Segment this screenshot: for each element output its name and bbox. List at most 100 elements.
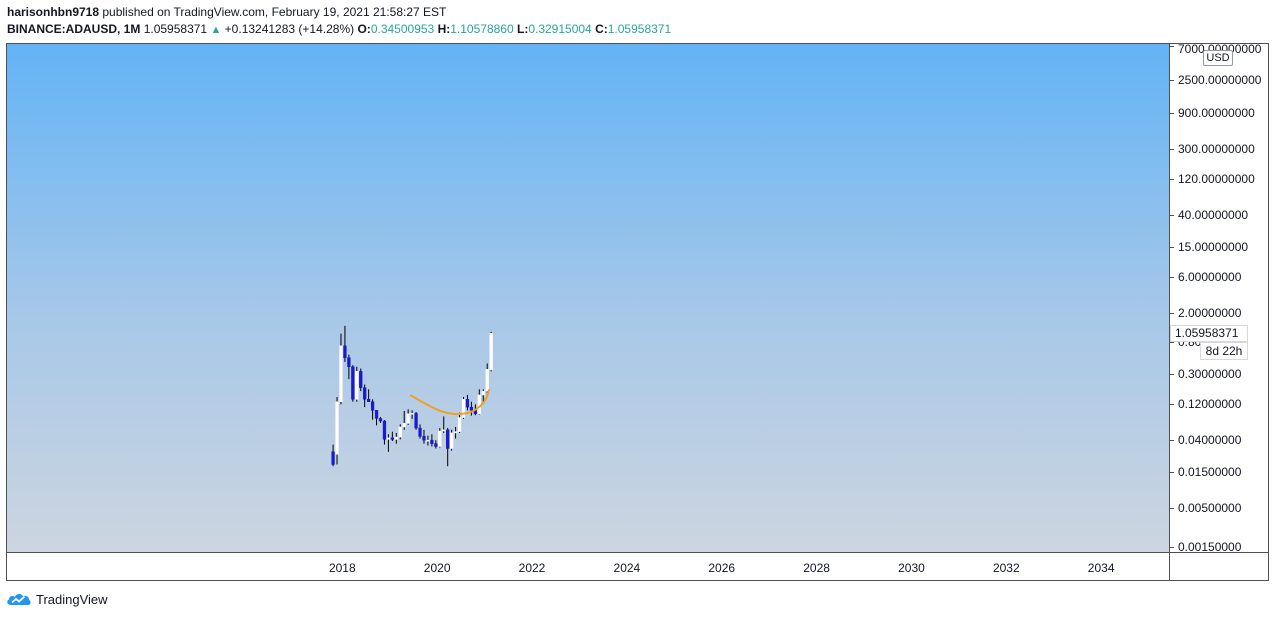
- publish-info: harisonhbn9718 published on TradingView.…: [7, 4, 671, 21]
- bar-countdown-label: 8d 22h: [1200, 342, 1248, 361]
- time-tick-label: 2032: [992, 561, 1020, 575]
- chart-pane[interactable]: [7, 44, 1169, 552]
- currency-badge[interactable]: USD: [1203, 50, 1233, 66]
- candle-body: [457, 417, 462, 432]
- published-text: published on TradingView.com, February 1…: [99, 5, 447, 19]
- candle-body: [430, 439, 434, 444]
- candle-body: [398, 426, 402, 438]
- price-tick-label: 120.00000000: [1178, 171, 1255, 186]
- symbol-label[interactable]: BINANCE:ADAUSD, 1M: [7, 22, 141, 36]
- last-price-label: 1.05958371: [1170, 325, 1248, 343]
- price-tick-mark: [1170, 342, 1174, 344]
- candle-body: [469, 406, 474, 411]
- time-axis[interactable]: 2018 2020 2022 2024 2026 2028 2030 2032 2034: [7, 552, 1268, 580]
- ohlc-legend: BINANCE:ADAUSD, 1M 1.05958371 ▲ +0.13241…: [7, 21, 671, 39]
- last-value: 1.05958371: [143, 22, 208, 36]
- candle-body: [465, 399, 470, 408]
- price-tick-mark: [1170, 472, 1174, 474]
- price-tick-mark: [1170, 508, 1174, 510]
- candle-body: [347, 357, 351, 367]
- time-tick-label: 2018: [328, 561, 356, 575]
- candle-body: [382, 420, 387, 440]
- time-tick-label: 2022: [518, 561, 546, 575]
- candle-body: [461, 399, 466, 418]
- open-value: 0.34500953: [370, 22, 435, 36]
- price-tick-label: 0.12000000: [1178, 397, 1242, 412]
- candle-body: [335, 401, 339, 455]
- price-tick-mark: [1170, 404, 1174, 406]
- price-tick-mark: [1170, 178, 1174, 180]
- author-name[interactable]: harisonhbn9718: [7, 5, 100, 19]
- price-tick-mark: [1170, 374, 1174, 376]
- candle-body: [370, 401, 375, 411]
- candle-body: [386, 437, 391, 440]
- candle-body: [410, 413, 414, 415]
- price-tick-label: 0.00500000: [1178, 501, 1242, 516]
- price-axis[interactable]: 7000.000000002500.00000000900.0000000030…: [1169, 44, 1268, 555]
- candle-body: [402, 423, 406, 428]
- price-tick-label: 0.00150000: [1178, 540, 1242, 555]
- candle-body: [331, 451, 335, 465]
- time-tick-label: 2024: [613, 561, 641, 575]
- time-tick-label: 2034: [1087, 561, 1115, 575]
- tradingview-logo-icon: [7, 594, 31, 605]
- price-tick-mark: [1170, 276, 1174, 278]
- high-value: 1.10578860: [450, 22, 514, 36]
- candle-body: [450, 432, 454, 449]
- candle-body: [359, 371, 363, 388]
- close-label: C:: [595, 22, 608, 36]
- open-label: O:: [357, 22, 371, 36]
- low-label: L:: [516, 22, 529, 36]
- candle-body: [481, 390, 485, 396]
- footer-brand-text: TradingView: [36, 591, 108, 607]
- candle-body: [374, 410, 379, 419]
- price-tick-mark: [1170, 440, 1174, 442]
- candle-body: [446, 429, 450, 449]
- candle-body: [485, 369, 489, 392]
- candle-body: [442, 429, 446, 432]
- annotation-curve: [409, 389, 491, 416]
- candle-body: [438, 430, 442, 447]
- candle-body: [378, 418, 383, 422]
- price-tick-mark: [1170, 312, 1174, 314]
- price-tick-label: 2500.00000000: [1178, 72, 1262, 87]
- high-label: H:: [437, 22, 451, 36]
- candle-body: [339, 345, 343, 402]
- price-tick-mark: [1170, 246, 1174, 248]
- candle-body: [418, 427, 422, 437]
- candle-body: [351, 366, 355, 400]
- candles-layer: [331, 325, 493, 467]
- low-value: 0.32915004: [528, 22, 592, 36]
- price-tick-mark: [1170, 46, 1174, 48]
- candle-body: [390, 437, 394, 440]
- price-tick-label: 0.04000000: [1178, 433, 1242, 448]
- footer-brand[interactable]: TradingView: [6, 591, 108, 607]
- candle-body: [414, 413, 418, 429]
- candle-body: [363, 387, 367, 400]
- time-tick-label: 2026: [708, 561, 736, 575]
- price-tick-label: 0.01500000: [1178, 465, 1242, 480]
- candle-body: [453, 431, 458, 434]
- candle-body: [367, 399, 371, 402]
- candle-body: [394, 436, 398, 440]
- price-tick-label: 40.00000000: [1178, 207, 1249, 222]
- candle-body: [426, 439, 430, 442]
- candle-body: [355, 371, 359, 400]
- candle-body: [422, 436, 426, 441]
- time-tick-label: 2028: [803, 561, 830, 575]
- price-tick-mark: [1170, 214, 1174, 216]
- axis-corner-divider: [1169, 552, 1170, 580]
- price-tick-label: 15.00000000: [1178, 239, 1249, 254]
- close-value: 1.05958371: [607, 22, 672, 36]
- price-tick-mark: [1170, 547, 1174, 549]
- price-tick-label: 900.00000000: [1178, 106, 1255, 121]
- price-tick-mark: [1170, 79, 1174, 81]
- candle-body: [434, 443, 438, 447]
- candle-body: [406, 413, 410, 424]
- price-tick-label: 6.00000000: [1178, 269, 1242, 284]
- time-tick-label: 2020: [423, 561, 451, 575]
- candle-body: [343, 345, 347, 359]
- candle-body: [477, 394, 481, 414]
- price-tick-mark: [1170, 113, 1174, 115]
- price-tick-mark: [1170, 149, 1174, 151]
